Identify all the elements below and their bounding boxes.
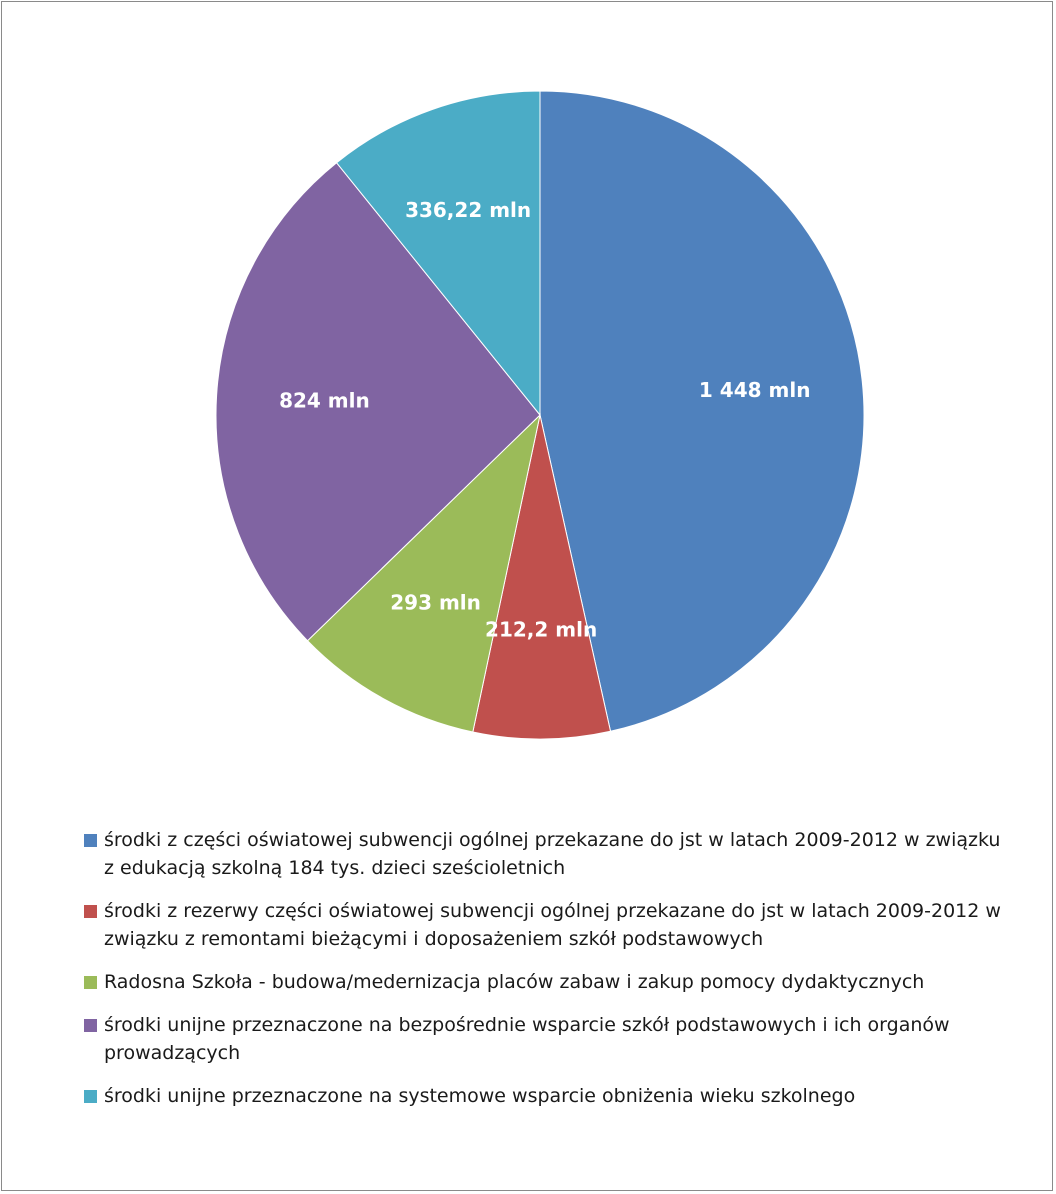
- pie-slice-2: [472, 414, 612, 740]
- legend-label: środki unijne przeznaczone na bezpośredn…: [104, 1014, 950, 1064]
- pie-slice-4: [215, 162, 541, 642]
- legend-swatch: [84, 834, 97, 847]
- slice-data-label-2: 212,2 mln: [485, 617, 597, 641]
- legend-swatch: [84, 976, 97, 989]
- legend-entry-5: środki unijne przeznaczone na systemowe …: [84, 1082, 1014, 1110]
- pie-slice-3: [306, 413, 541, 733]
- legend-swatch: [84, 1090, 97, 1103]
- slice-data-label-3: 293 mln: [390, 591, 481, 615]
- slice-data-label-4: 824 mln: [279, 388, 370, 412]
- legend: środki z części oświatowej subwencji ogó…: [84, 826, 1014, 1125]
- pie-slice-5: [335, 90, 541, 417]
- legend-label: Radosna Szkoła - budowa/medernizacja pla…: [104, 971, 925, 993]
- legend-entry-3: Radosna Szkoła - budowa/medernizacja pla…: [84, 968, 1014, 996]
- slice-data-label-1: 1 448 mln: [699, 378, 811, 402]
- slice-data-label-5: 336,22 mln: [405, 198, 531, 222]
- legend-label: środki unijne przeznaczone na systemowe …: [104, 1085, 856, 1107]
- legend-entry-1: środki z części oświatowej subwencji ogó…: [84, 826, 1014, 882]
- legend-entry-4: środki unijne przeznaczone na bezpośredn…: [84, 1011, 1014, 1067]
- legend-swatch: [84, 905, 97, 918]
- pie-slice-1: [539, 90, 865, 732]
- legend-label: środki z części oświatowej subwencji ogó…: [104, 829, 1001, 879]
- legend-swatch: [84, 1019, 97, 1032]
- legend-label: środki z rezerwy części oświatowej subwe…: [104, 900, 1001, 950]
- legend-entry-2: środki z rezerwy części oświatowej subwe…: [84, 897, 1014, 953]
